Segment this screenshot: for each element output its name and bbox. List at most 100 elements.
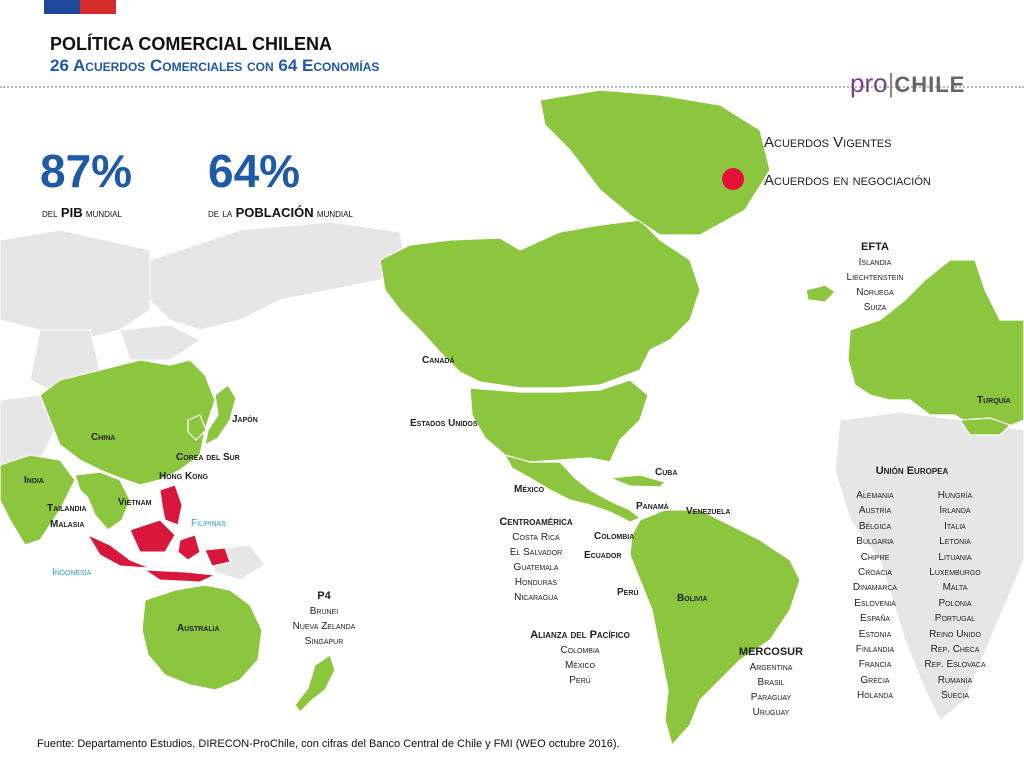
label-australia: Australia — [177, 623, 220, 634]
label-indonesia: Indonesia — [52, 567, 92, 578]
label-hongkong: Hong Kong — [159, 471, 209, 482]
alianza-member: México — [564, 660, 596, 671]
prochile-logo: pro|CHILE — [850, 68, 965, 99]
page-title: POLÍTICA COMERCIAL CHILENA — [50, 34, 332, 54]
mercosur-member: Argentina — [749, 662, 793, 673]
label-ecuador: Ecuador — [584, 550, 622, 561]
label-korea: Corea del Sur — [176, 452, 240, 463]
label-china: China — [91, 432, 116, 443]
eu-member: Rumania — [937, 674, 973, 686]
label-malaysia: Malasia — [50, 519, 85, 530]
efta-member: Islandia — [858, 257, 892, 268]
eu-member: Malta — [942, 582, 968, 594]
eu-member: Hungría — [937, 490, 973, 501]
eu-member: Eslovenia — [854, 597, 896, 609]
legend-negotiation-label: Acuerdos en negociación — [764, 172, 931, 189]
label-canada: Canadá — [422, 355, 455, 366]
japan-land — [204, 384, 237, 447]
logo-separator: | — [887, 68, 895, 98]
mongolia-land — [119, 324, 201, 361]
mercosur-member: Paraguay — [750, 692, 792, 703]
eu-member: Lituania — [938, 551, 972, 563]
flag-blue-band — [44, 0, 80, 14]
centroamerica-member: Honduras — [514, 577, 558, 588]
centroamerica-member: El Salvador — [509, 547, 563, 558]
efta-member: Suiza — [863, 302, 887, 313]
mercosur-title: MERCOSUR — [738, 646, 804, 658]
page-subtitle: 26 Acuerdos Comerciales con 64 Economías — [50, 56, 380, 75]
agreements-in-force — [0, 89, 1024, 747]
efta-title: EFTA — [861, 241, 889, 253]
alianza-member: Perú — [569, 675, 591, 686]
header-divider — [0, 86, 1024, 88]
legend-in-force-dot — [722, 132, 744, 154]
population-stat-label: de la POBLACIÓN mundial — [208, 205, 353, 220]
population-stat-label-bold: POBLACIÓN — [235, 205, 314, 220]
eu-member: Polonia — [938, 597, 972, 609]
eu-member: Reino Unido — [929, 628, 981, 640]
label-philippines: Filipinas — [191, 518, 226, 529]
sumatra-land — [86, 533, 151, 569]
agreements-in-negotiation — [86, 484, 231, 583]
eurasia-west-land — [0, 229, 151, 341]
population-stat-label-post: mundial — [316, 206, 353, 220]
label-cuba: Cuba — [655, 467, 678, 478]
eu-member: Suecia — [940, 690, 970, 702]
label-bolivia: Bolivia — [677, 593, 708, 604]
gdp-stat-label-post: mundial — [85, 206, 122, 220]
label-venezuela: Venezuela — [686, 506, 731, 517]
label-usa: Estados Unidos — [410, 418, 478, 429]
p4-member: Singapur — [304, 636, 344, 647]
mercosur-block: MERCOSUR Argentina Brasil Paraguay Urugu… — [726, 645, 816, 720]
logo-pro-text: pro — [850, 68, 888, 98]
south-america-land — [629, 509, 801, 747]
label-japan: Japón — [232, 414, 258, 425]
gdp-stat-label-pre: del — [42, 206, 58, 220]
label-panama: Panamá — [636, 501, 669, 512]
australia-land — [141, 584, 263, 691]
korea-land — [187, 414, 207, 441]
iceland-land — [805, 284, 836, 303]
centroamerica-block: Centroamérica Costa Rica El Salvador Gua… — [486, 515, 586, 605]
eu-member: Dinamarca — [852, 582, 898, 594]
centroamerica-title: Centroamérica — [499, 516, 573, 528]
population-stat-value: 64% — [208, 145, 301, 197]
alianza-pacifico-block: Alianza del Pacífico Colombia México Per… — [510, 628, 650, 688]
eu-member: Finlandia — [855, 644, 895, 656]
eu-member: Portugal — [934, 613, 976, 625]
new-zealand-land — [294, 654, 336, 713]
source-note: Fuente: Departamento Estudios, DIRECON-P… — [37, 738, 620, 750]
eu-member: Irlanda — [939, 505, 971, 517]
eu-block-title-wrap: Unión Europea — [852, 464, 972, 479]
se-asia-mainland-land — [74, 471, 131, 531]
label-india: India — [24, 475, 44, 486]
legend-in-force-label: Acuerdos Vigentes — [764, 134, 892, 151]
eu-member: España — [860, 613, 890, 625]
label-thailand: Tailandia — [47, 503, 87, 514]
philippines-land — [159, 484, 183, 526]
p4-title: P4 — [317, 590, 331, 602]
middle-east-land — [0, 394, 61, 471]
population-stat-label-pre: de la — [208, 206, 233, 220]
other-land — [0, 221, 1024, 721]
eu-member: Estonia — [858, 628, 892, 640]
gdp-stat-label-bold: PIB — [60, 205, 83, 220]
borneo-land — [129, 519, 176, 553]
maluku-land — [204, 547, 231, 567]
centroamerica-member: Guatemala — [513, 562, 559, 573]
gdp-stat-label: del PIB mundial — [42, 205, 122, 220]
eu-column-1: Alemania Austria Bélgica Bulgaria Chipre… — [835, 488, 915, 704]
gdp-stat-value: 87% — [40, 145, 133, 197]
label-vietnam: Vietnam — [118, 497, 152, 508]
p4-member: Brunei — [309, 606, 339, 617]
eu-member: Grecia — [860, 674, 890, 686]
eu-member: Letonia — [939, 536, 971, 548]
p4-block: P4 Brunei Nueva Zelanda Singapur — [278, 589, 370, 649]
efta-block: EFTA Islandia Liechtenstein Noruega Suiz… — [833, 240, 917, 315]
cuba-land — [609, 474, 667, 488]
eu-member: Croacia — [857, 567, 893, 579]
alianza-member: Colombia — [560, 645, 600, 656]
chile-flag-stripe — [44, 0, 116, 14]
eu-column-2: Hungría Irlanda Italia Letonia Lituania … — [915, 488, 995, 704]
